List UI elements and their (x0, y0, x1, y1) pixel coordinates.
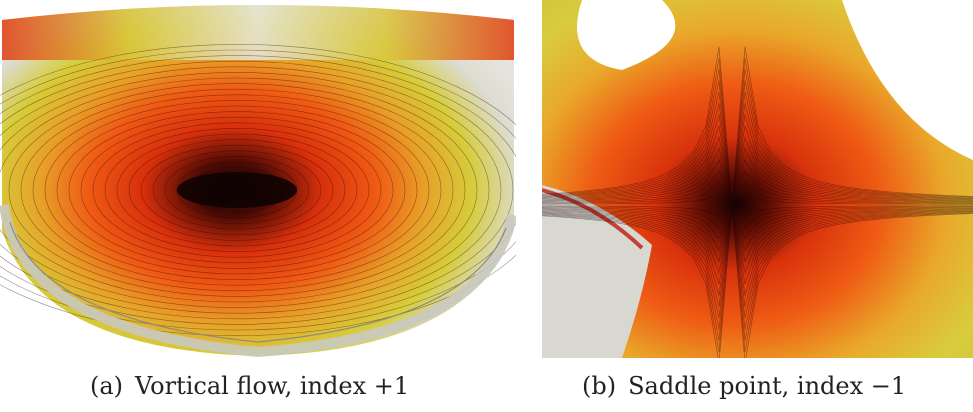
streamline (8, 83, 466, 297)
caption-b: (b) Saddle point, index −1 (582, 372, 906, 400)
streamline (542, 91, 973, 319)
streamline (542, 114, 973, 296)
streamline (542, 91, 973, 319)
streamline (542, 147, 973, 263)
saddle-point-panel (542, 0, 973, 358)
streamline (542, 125, 973, 285)
streamline (0, 55, 516, 325)
streamline (542, 103, 973, 307)
streamline (224, 184, 250, 196)
streamline (542, 181, 973, 229)
streamline (542, 159, 973, 251)
streamline (542, 46, 973, 358)
streamline (542, 57, 973, 353)
streamline (542, 136, 973, 274)
streamline (140, 144, 334, 236)
streamline (542, 46, 973, 358)
streamline (542, 103, 973, 307)
caption-a-label: (a) (90, 372, 124, 400)
streamline (80, 116, 394, 264)
caption-b-label: (b) (582, 372, 617, 400)
streamline (542, 80, 973, 330)
saddle-point-image (542, 0, 973, 358)
streamline (0, 60, 514, 320)
vortical-flow-panel (0, 0, 516, 358)
streamline (0, 72, 490, 308)
vortical-flow-image (0, 5, 516, 358)
streamline (542, 69, 973, 341)
streamline (0, 66, 502, 314)
streamline (542, 125, 973, 285)
streamline (542, 170, 973, 240)
streamline (0, 44, 516, 336)
streamline (128, 139, 346, 241)
caption-a-text: Vortical flow, index +1 (135, 372, 410, 400)
streamline (542, 136, 973, 274)
streamline (0, 49, 516, 331)
streamline (542, 170, 973, 240)
streamline (542, 57, 973, 353)
streamline (542, 193, 973, 217)
streamline (542, 147, 973, 263)
streamline (116, 133, 358, 247)
streamline (20, 88, 454, 292)
streamline (176, 161, 298, 219)
streamline (188, 167, 286, 213)
streamline (68, 111, 406, 269)
streamline (542, 159, 973, 251)
streamline (542, 114, 973, 296)
streamline (104, 128, 370, 252)
streamline (56, 105, 418, 275)
streamline (92, 122, 382, 258)
caption-a: (a) Vortical flow, index +1 (90, 372, 409, 400)
streamline (44, 100, 430, 280)
streamline (200, 172, 274, 208)
caption-b-text: Saddle point, index −1 (628, 372, 907, 400)
streamline (542, 193, 973, 217)
streamline (212, 178, 262, 202)
streamline (0, 77, 478, 303)
streamline (164, 156, 310, 224)
streamline (32, 94, 442, 286)
streamline (542, 69, 973, 341)
streamline (152, 150, 322, 230)
streamline (542, 181, 973, 229)
streamline (542, 80, 973, 330)
